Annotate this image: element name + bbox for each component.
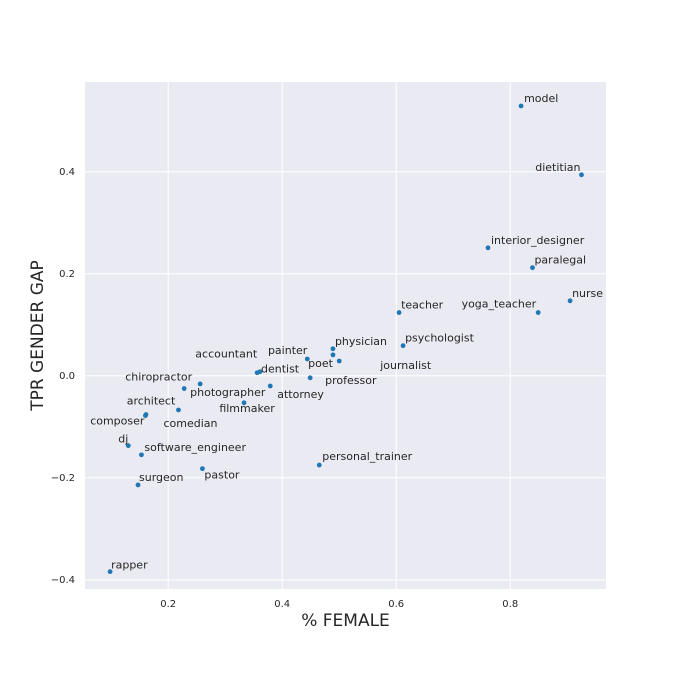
- point: [125, 443, 131, 449]
- point-label: paralegal: [534, 254, 586, 267]
- point: [396, 310, 402, 315]
- point: [518, 103, 524, 109]
- point: [485, 245, 491, 251]
- point: [143, 413, 148, 418]
- point-label: dj: [118, 433, 128, 446]
- point-label: dietitian: [535, 161, 580, 174]
- point: [530, 265, 535, 271]
- point-label: comedian: [163, 417, 217, 430]
- point-label: painter: [268, 344, 308, 357]
- point-label: journalist: [379, 359, 432, 372]
- point-label: accountant: [195, 348, 258, 361]
- plot-area: [85, 82, 606, 589]
- point-label: attorney: [277, 388, 324, 401]
- point-label: interior_designer: [491, 234, 585, 247]
- point-label: physician: [335, 335, 387, 348]
- point-label: photographer: [190, 386, 266, 399]
- x-tick-label: 0.2: [160, 599, 176, 610]
- x-axis-label: % FEMALE: [301, 611, 390, 631]
- point: [135, 482, 141, 488]
- point-label: rapper: [111, 559, 148, 572]
- point: [139, 452, 144, 458]
- y-tick-label: −0.2: [51, 473, 75, 484]
- point: [267, 383, 273, 389]
- x-tick-label: 0.6: [388, 599, 404, 610]
- marks: model dietitian interior_designer paralegal…: [90, 92, 603, 575]
- point-label: professor: [325, 374, 377, 387]
- point: [567, 298, 573, 304]
- point: [330, 346, 336, 352]
- point-label: filmmaker: [219, 402, 275, 415]
- point-label: nurse: [572, 287, 603, 300]
- point: [304, 356, 310, 362]
- point: [181, 386, 187, 391]
- point-label: surgeon: [139, 471, 184, 484]
- point-label: software_engineer: [144, 441, 246, 454]
- point: [330, 352, 336, 358]
- point-label: dentist: [261, 363, 300, 376]
- point-label: chiropractor: [125, 371, 192, 384]
- point-label: model: [524, 92, 558, 105]
- y-tick-label: 0.4: [59, 167, 75, 178]
- point-label: psychologist: [405, 332, 475, 345]
- y-axis-label: TPR GENDER GAP: [28, 260, 48, 412]
- point: [197, 381, 203, 387]
- point: [241, 400, 247, 406]
- point: [579, 172, 584, 178]
- grid: [85, 82, 606, 589]
- point: [307, 375, 313, 381]
- point: [316, 462, 322, 468]
- point-label: yoga_teacher: [462, 298, 537, 311]
- y-tick-label: −0.4: [51, 575, 75, 586]
- point: [200, 466, 205, 472]
- point: [257, 369, 263, 375]
- point: [176, 407, 181, 413]
- point: [336, 358, 342, 364]
- y-tick-label: 0.2: [59, 269, 75, 280]
- point-label: composer: [90, 415, 145, 428]
- y-tick-label: 0.0: [59, 371, 75, 382]
- point-label: pastor: [204, 469, 239, 482]
- point: [400, 343, 406, 349]
- point-label: teacher: [401, 299, 444, 312]
- x-tick-label: 0.4: [274, 599, 290, 610]
- point: [107, 569, 113, 575]
- point-label: poet: [308, 357, 333, 370]
- point-label: architect: [127, 395, 176, 408]
- point-label: personal_trainer: [322, 450, 412, 463]
- x-tick-label: 0.8: [502, 599, 518, 610]
- point: [535, 310, 541, 315]
